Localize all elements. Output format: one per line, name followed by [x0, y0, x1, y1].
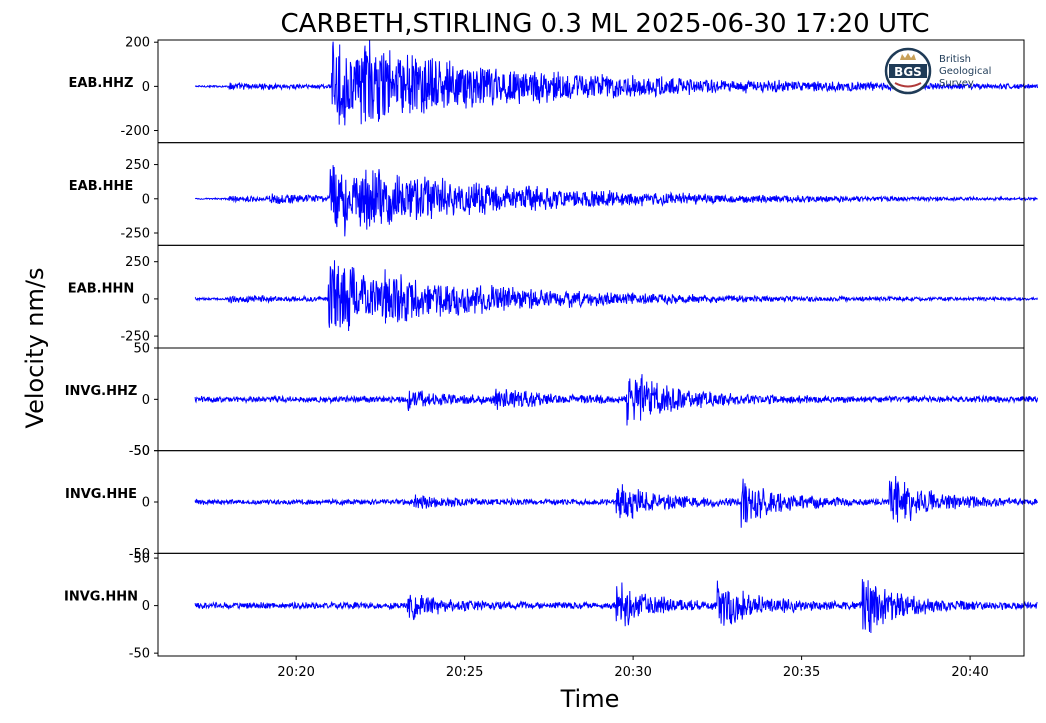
logo-wave-icon [894, 82, 922, 88]
panel-invg-hhn: INVG.HHN 50 0 -50 [64, 552, 1038, 662]
y-tick-label: 250 [125, 158, 150, 173]
y-tick-label: 250 [125, 255, 150, 270]
panel-invg-hhe: INVG.HHE 50 0 -50 [65, 444, 1038, 562]
y-tick-label: 0 [142, 393, 150, 408]
x-axis-label: Time [560, 685, 620, 713]
bgs-logo-line-3: Survey [939, 78, 974, 89]
panel-frame [157, 552, 1025, 657]
panel-invg-hhz: INVG.HHZ 50 0 -50 [65, 342, 1038, 459]
trace-panels: EAB.HHZ 200 0 -200 EAB.HHE 250 0 -250 EAB.HHN 250… [64, 36, 1038, 662]
y-tick-label: 0 [142, 80, 150, 95]
channel-label: INVG.HHN [64, 589, 138, 604]
y-tick-label: 0 [142, 599, 150, 614]
y-axis-label: Velocity nm/s [21, 268, 49, 429]
waveform-trace [194, 475, 1038, 528]
bgs-logo-line-1: British [939, 54, 971, 65]
panel-eab-hhn: EAB.HHN 250 0 -250 [68, 244, 1038, 349]
y-tick-label: 50 [133, 444, 150, 459]
y-tick-label: 0 [142, 292, 150, 307]
panel-frame [157, 244, 1025, 349]
y-tick-label: 0 [142, 192, 150, 207]
y-tick-label: -250 [120, 227, 150, 242]
x-tick-label: 20:35 [783, 665, 820, 680]
panel-frame [157, 142, 1025, 246]
waveform-trace [194, 579, 1038, 634]
chart-title: CARBETH,STIRLING 0.3 ML 2025-06-30 17:20… [281, 9, 930, 39]
waveform-trace [194, 260, 1038, 332]
bgs-logo-line-2: Geological [939, 66, 991, 77]
y-tick-label: -50 [129, 444, 150, 459]
bgs-logo-abbrev: BGS [894, 65, 922, 79]
x-tick-label: 20:30 [614, 665, 651, 680]
waveform-trace [194, 165, 1038, 237]
waveform-trace [194, 374, 1038, 426]
bgs-logo-band [889, 64, 927, 78]
panel-eab-hhz: EAB.HHZ 200 0 -200 [69, 36, 1038, 144]
channel-label: INVG.HHZ [65, 384, 138, 399]
x-tick-label: 20:25 [446, 665, 483, 680]
channel-label: EAB.HHE [69, 179, 133, 194]
y-tick-label: -50 [129, 547, 150, 562]
panel-eab-hhe: EAB.HHE 250 0 -250 [69, 142, 1038, 246]
crown-icon [900, 53, 916, 60]
y-tick-label: 50 [133, 552, 150, 567]
channel-label: INVG.HHE [65, 487, 137, 502]
x-tick-label: 20:20 [277, 665, 314, 680]
y-tick-label: -250 [120, 330, 150, 345]
channel-label: EAB.HHZ [69, 76, 134, 91]
y-tick-label: 50 [133, 342, 150, 357]
y-tick-label: 0 [142, 496, 150, 511]
y-tick-label: 200 [125, 36, 150, 51]
y-tick-label: -200 [120, 124, 150, 139]
channel-label: EAB.HHN [68, 281, 134, 296]
y-tick-label: -50 [129, 647, 150, 662]
x-axis-ticks: 20:20 20:25 20:30 20:35 20:40 [277, 656, 989, 680]
bgs-logo: BGS British Geological Survey [884, 47, 991, 95]
x-tick-label: 20:40 [951, 665, 988, 680]
